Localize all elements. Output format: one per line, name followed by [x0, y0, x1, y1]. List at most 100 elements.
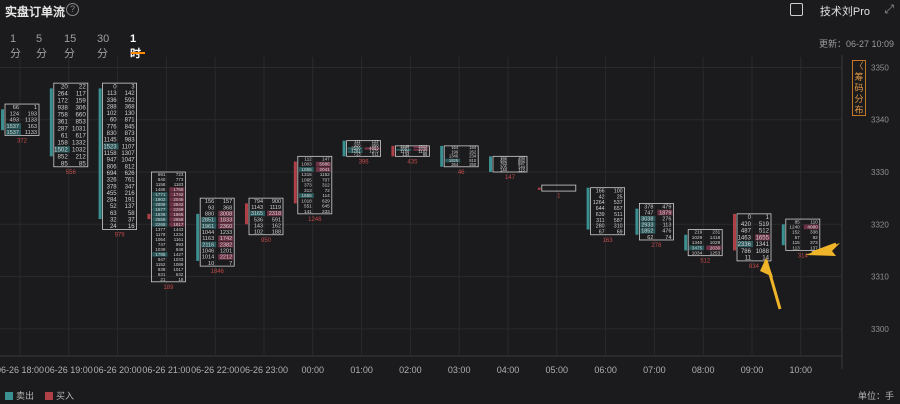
sell-volume-cell: 313	[304, 188, 312, 193]
unit-label: 单位：手	[857, 391, 894, 401]
candle-body	[537, 187, 541, 190]
sell-volume-cell: 113	[792, 245, 800, 250]
sell-volume-cell: 199	[451, 149, 459, 154]
sell-volume-cell: 644	[596, 206, 605, 212]
volume-highlight-buy	[218, 254, 234, 260]
buy-volume-cell: 250	[469, 162, 477, 167]
buy-volume-cell: 873	[125, 131, 136, 137]
volume-highlight-buy	[413, 146, 429, 149]
buy-volume-cell: 312	[322, 183, 330, 188]
delta-label: 979	[115, 233, 126, 239]
volume-highlight-buy	[218, 223, 234, 229]
sell-volume-cell: 747	[158, 242, 166, 247]
buy-volume-cell: 37	[128, 218, 135, 224]
footprint-box	[492, 155, 528, 173]
buy-volume-cell: 845	[125, 124, 136, 130]
buy-volume-cell: 69	[617, 230, 623, 236]
buy-volume-cell: 592	[125, 98, 136, 104]
volume-highlight-buy	[218, 241, 234, 248]
buy-volume-cell: 773	[176, 177, 184, 182]
x-tick-label: 09:00	[741, 365, 764, 375]
buy-volume-cell: 16	[128, 224, 135, 230]
sell-volume-cell: 840	[158, 177, 166, 182]
tab-1min[interactable]: 1分	[10, 33, 21, 60]
volume-highlight-sell	[152, 207, 168, 212]
volume-highlight-sell	[201, 241, 217, 248]
buy-volume-cell: 276	[662, 216, 671, 222]
tab-15min[interactable]: 15分	[64, 33, 77, 60]
buy-volume-cell: 645	[322, 204, 330, 209]
buy-volume-cell: 1133	[25, 118, 37, 124]
volume-highlight-sell	[347, 147, 363, 150]
sell-volume-cell: 1155	[400, 149, 410, 154]
buy-volume-cell: 1655	[756, 235, 770, 241]
sell-volume-cell: 938	[57, 105, 68, 112]
buy-volume-cell: 1522	[418, 144, 428, 149]
help-icon[interactable]: ?	[66, 3, 79, 16]
chip-distribution-tab[interactable]: 〈 筹 码 分 布	[852, 60, 866, 116]
expand-icon[interactable]: ⤢	[884, 2, 894, 16]
legend-sell: 卖出	[5, 389, 34, 402]
sell-volume-cell: 60	[110, 118, 117, 124]
sell-volume-cell: 1961	[202, 224, 214, 230]
candle-body	[147, 213, 151, 220]
volume-highlight-sell	[640, 215, 656, 222]
volume-highlight-sell	[152, 212, 168, 217]
tab-1hour[interactable]: 1时	[130, 33, 141, 60]
buy-volume-cell: 99	[423, 152, 428, 157]
volume-highlight-buy	[169, 202, 185, 207]
sell-volume-cell: 1065	[301, 177, 312, 182]
sell-volume-cell: 631	[158, 272, 166, 277]
candle-body	[98, 88, 102, 220]
sell-volume-cell: 63	[110, 211, 117, 217]
x-tick-label: 06-26 21:00	[142, 365, 190, 375]
sell-volume-cell: 143	[254, 223, 263, 229]
sell-volume-cell: 1449	[400, 144, 410, 149]
buy-volume-cell: 130	[125, 111, 136, 117]
buy-volume-cell: 1817	[173, 222, 183, 227]
buy-volume-cell: 723	[176, 172, 184, 177]
sell-volume-cell: 1158	[156, 182, 166, 187]
x-tick-label: 04:00	[497, 365, 520, 375]
sell-volume-cell: 1377	[155, 227, 165, 232]
volume-highlight-sell	[152, 202, 168, 207]
volume-highlight-sell	[640, 221, 656, 228]
sell-volume-cell: 0	[748, 215, 752, 221]
delta-label: 1	[557, 193, 561, 199]
buy-volume-cell: 306	[75, 105, 86, 112]
sell-volume-cell: 1502	[54, 146, 68, 153]
buy-volume-cell: 629	[322, 198, 330, 203]
sell-volume-cell: 85	[61, 160, 68, 167]
sell-volume-cell: 152	[500, 155, 508, 160]
sell-volume-cell: 141	[304, 209, 312, 214]
buy-volume-cell: 1089	[173, 262, 183, 267]
buy-volume-cell: 113	[663, 223, 672, 229]
delta-label: 163	[603, 238, 614, 244]
sell-volume-cell: 144	[500, 167, 508, 172]
x-tick-label: 02:00	[399, 365, 422, 375]
buy-volume-cell: 1031	[72, 126, 86, 133]
sell-volume-cell: 1046	[202, 249, 214, 255]
y-tick-label: 3320	[871, 220, 889, 229]
sell-volume-cell: 2536	[351, 145, 361, 150]
sell-volume-cell: 21	[160, 277, 165, 282]
tab-30min[interactable]: 30分	[97, 33, 110, 60]
buy-volume-cell: 479	[662, 204, 671, 210]
sell-volume-cell: 1163	[202, 236, 214, 242]
x-tick-label: 06-26 18:00	[0, 365, 44, 375]
y-tick-label: 3350	[871, 63, 889, 72]
tab-5min[interactable]: 5分	[36, 33, 47, 60]
volume-highlight-sell	[152, 252, 168, 257]
candle-body	[586, 187, 590, 230]
volume-highlight-sell	[396, 148, 412, 151]
delta-label: 512	[700, 259, 711, 265]
buy-volume-cell: 162	[272, 223, 281, 229]
sell-volume-cell: 713	[354, 152, 362, 157]
volume-highlight-buy	[169, 207, 185, 212]
buy-volume-cell: 871	[125, 118, 136, 124]
volume-highlight-sell	[347, 150, 363, 153]
sell-volume-cell: 1178	[156, 232, 166, 237]
volume-highlight-sell	[445, 158, 461, 163]
buy-volume-cell: 1838	[418, 147, 428, 152]
